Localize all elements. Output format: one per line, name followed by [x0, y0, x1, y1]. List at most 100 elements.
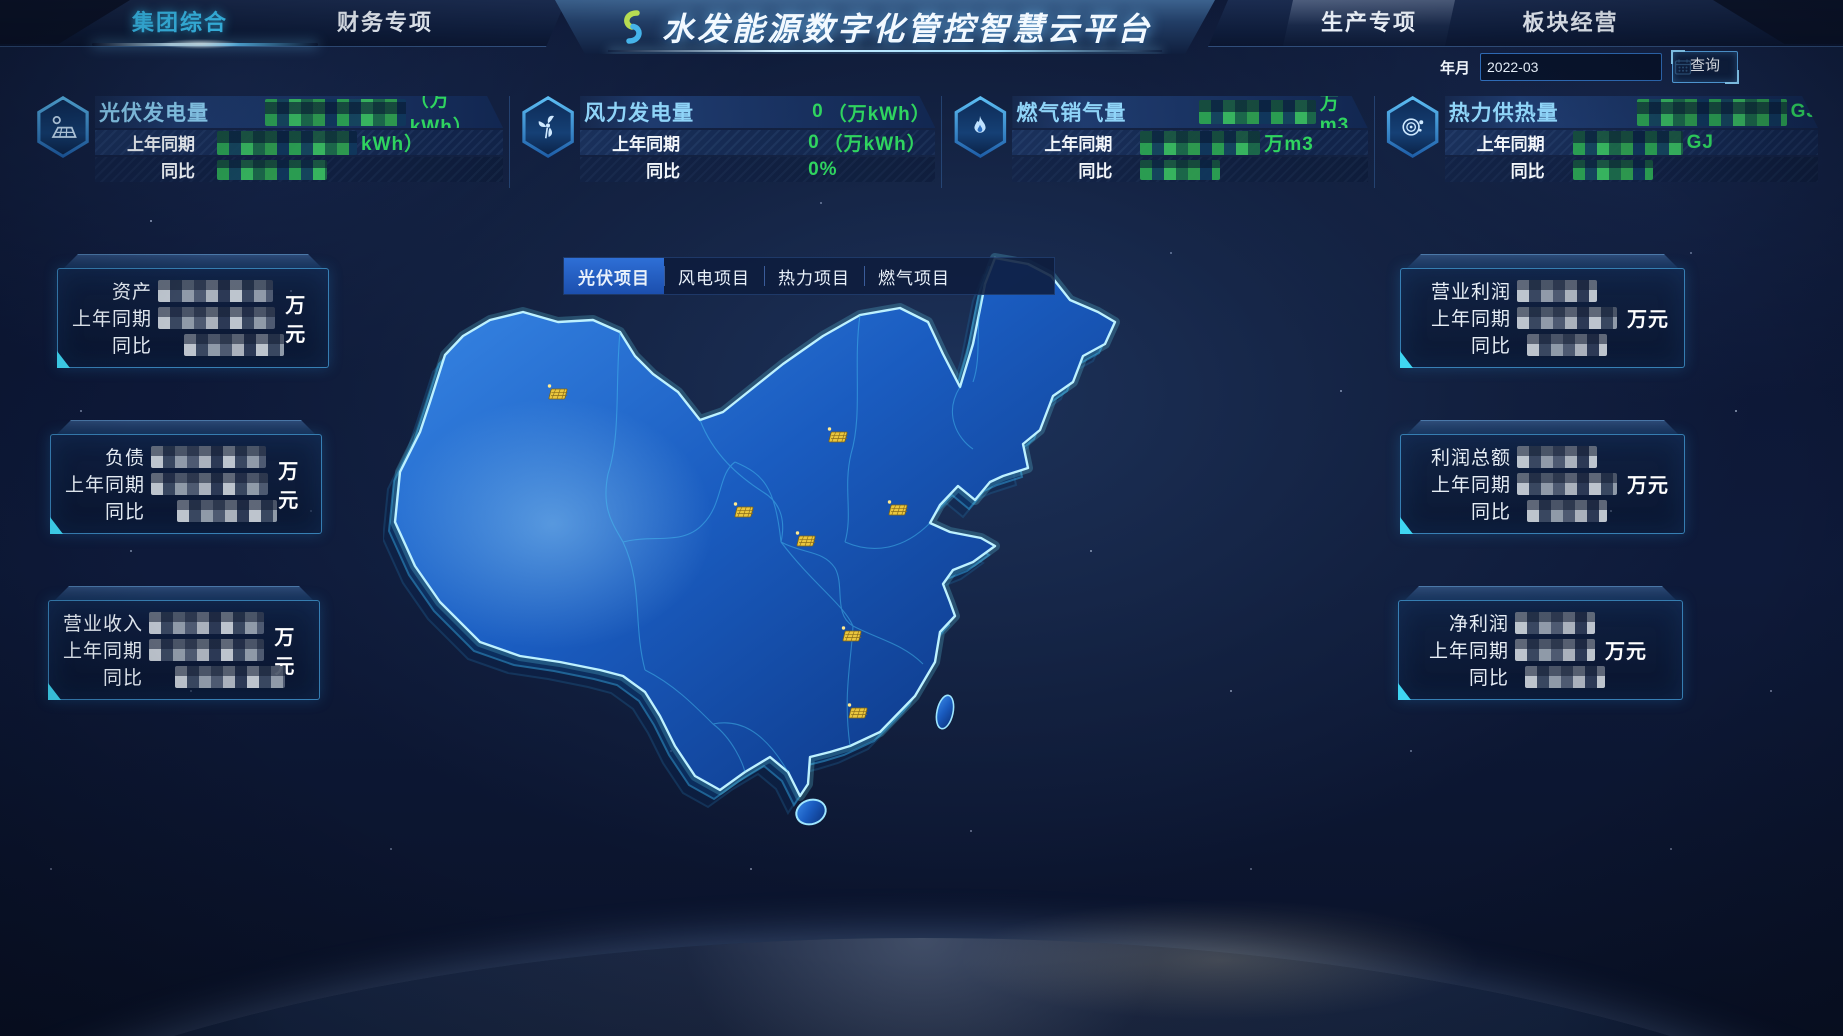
title-banner: 水发能源数字化管控智慧云平台 — [555, 0, 1215, 54]
censored-value — [175, 665, 285, 688]
kpi-card-pv-generation: 光伏发电量 （万kWh） 上年同期 kWh） 同比 — [25, 96, 504, 188]
flame-icon — [974, 115, 986, 133]
censored-value — [1527, 499, 1607, 522]
unit-label: 万元 — [278, 460, 300, 512]
censored-value — [158, 306, 276, 329]
kpi-unit: GJ — [1686, 131, 1715, 153]
kpi-title: 风力发电量 — [584, 102, 695, 125]
censored-value — [151, 472, 269, 495]
horizon-glow — [960, 900, 1480, 1020]
nav-tab-sectors[interactable]: 板块经营 — [1522, 10, 1619, 35]
kpi-card-wind-generation: 风力发电量 0 （万kWh） 上年同期 0 （万kWh） 同比 0% — [509, 96, 936, 188]
prev-year-label: 上年同期 — [71, 309, 152, 330]
yoy-label: 同比 — [646, 162, 681, 181]
china-map — [383, 253, 1120, 826]
hainan-island — [795, 798, 827, 826]
finance-card-liabilities: 负债 上年同期 万元 同比 — [50, 420, 322, 534]
censored-value — [149, 611, 264, 634]
map-project-tabs: 光伏项目 风电项目 热力项目 燃气项目 — [563, 257, 1055, 295]
prev-year-label: 上年同期 — [1428, 641, 1509, 662]
censored-value — [1515, 611, 1595, 634]
province-borders — [605, 283, 986, 773]
prev-year-label: 上年同期 — [1430, 309, 1511, 330]
kpi-card-gas-sales: 燃气销气量 万m3 上年同期 万m3 同比 — [941, 96, 1368, 188]
censored-value — [1140, 159, 1221, 180]
censored-value — [1572, 130, 1683, 155]
yoy-label: 同比 — [111, 336, 152, 357]
nav-highlight-panel — [1283, 0, 1455, 46]
finance-card-total-profit: 利润总额 上年同期 万元 同比 — [1400, 420, 1685, 534]
kpi-title: 光伏发电量 — [99, 102, 209, 125]
card-top-face — [1407, 254, 1678, 268]
query-bar: 年月 查询 — [1440, 50, 1740, 84]
kpi-value: 0 — [812, 101, 824, 122]
prev-year-label: 上年同期 — [612, 135, 681, 154]
censored-value — [1515, 638, 1595, 661]
censored-value — [1517, 306, 1617, 329]
finance-card-revenue: 营业收入 上年同期 万元 同比 — [48, 586, 320, 700]
censored-value — [1525, 665, 1605, 688]
yoy-label: 同比 — [1510, 162, 1545, 181]
heat-icon — [1402, 118, 1423, 136]
kpi-row: 光伏发电量 （万kWh） 上年同期 kWh） 同比 — [25, 96, 1819, 188]
date-label: 年月 — [1440, 59, 1471, 77]
card-title: 营业收入 — [62, 614, 143, 635]
card-title: 净利润 — [1448, 614, 1509, 635]
yoy-label: 同比 — [1470, 502, 1511, 523]
map-tab-heat[interactable]: 热力项目 — [764, 258, 864, 294]
yoy-label: 同比 — [104, 502, 145, 523]
card-top-face — [57, 420, 315, 434]
censored-value — [1637, 99, 1787, 126]
kpi-unit: （万kWh） — [823, 134, 927, 155]
prev-year-label: 上年同期 — [1430, 475, 1511, 496]
taiwan-island — [935, 694, 955, 730]
solar-panel-icon — [51, 116, 77, 138]
yoy-label: 同比 — [102, 668, 143, 689]
card-title: 资产 — [111, 282, 152, 303]
card-top-face — [1407, 420, 1678, 434]
censored-value — [1140, 130, 1261, 155]
prev-year-label: 上年同期 — [62, 641, 143, 662]
page-title: 水发能源数字化管控智慧云平台 — [661, 11, 1152, 47]
card-title: 营业利润 — [1430, 282, 1511, 303]
kpi-card-heat-supply: 热力供热量 GJ 上年同期 GJ 同比 — [1373, 96, 1819, 188]
date-picker[interactable] — [1480, 53, 1692, 81]
prev-year-label: 上年同期 — [1476, 135, 1545, 154]
censored-value — [217, 130, 357, 155]
yoy-label: 同比 — [161, 162, 195, 181]
map-tab-pv[interactable]: 光伏项目 — [564, 258, 664, 294]
censored-value — [158, 279, 273, 302]
censored-value — [1517, 279, 1597, 302]
kpi-unit: 万m3 — [1264, 134, 1314, 155]
kpi-unit: GJ — [1790, 101, 1819, 122]
map-tab-wind[interactable]: 风电项目 — [664, 258, 764, 294]
query-button[interactable]: 查询 — [1671, 50, 1740, 84]
unit-label: 万元 — [285, 294, 307, 346]
finance-card-net-profit: 净利润 上年同期 万元 同比 — [1398, 586, 1683, 700]
yoy-label: 同比 — [1470, 336, 1511, 357]
wind-turbine-icon — [538, 115, 555, 139]
card-title: 负债 — [104, 448, 145, 469]
finance-card-operating-profit: 营业利润 上年同期 万元 同比 — [1400, 254, 1685, 368]
nav-tab-production[interactable]: 生产专项 — [1320, 10, 1417, 35]
prev-year-label: 上年同期 — [127, 135, 195, 154]
censored-value — [1517, 472, 1617, 495]
date-input[interactable] — [1481, 59, 1675, 75]
kpi-title: 热力供热量 — [1448, 102, 1559, 125]
card-top-face — [64, 254, 322, 268]
unit-label: 万元 — [1627, 475, 1669, 497]
prev-year-label: 上年同期 — [1044, 135, 1113, 154]
censored-value — [1572, 159, 1653, 180]
censored-value — [177, 499, 277, 522]
prev-year-label: 上年同期 — [64, 475, 145, 496]
finance-card-assets: 资产 上年同期 万元 同比 — [57, 254, 329, 368]
card-title: 利润总额 — [1430, 448, 1511, 469]
map-tab-gas[interactable]: 燃气项目 — [864, 258, 964, 294]
yoy-label: 同比 — [1468, 668, 1509, 689]
kpi-unit: kWh） — [361, 134, 425, 155]
nav-tab-finance[interactable]: 财务专项 — [336, 10, 433, 35]
unit-label: 万元 — [1605, 641, 1647, 663]
censored-value — [265, 99, 405, 126]
nav-tab-group-overview[interactable]: 集团综合 — [131, 10, 228, 35]
